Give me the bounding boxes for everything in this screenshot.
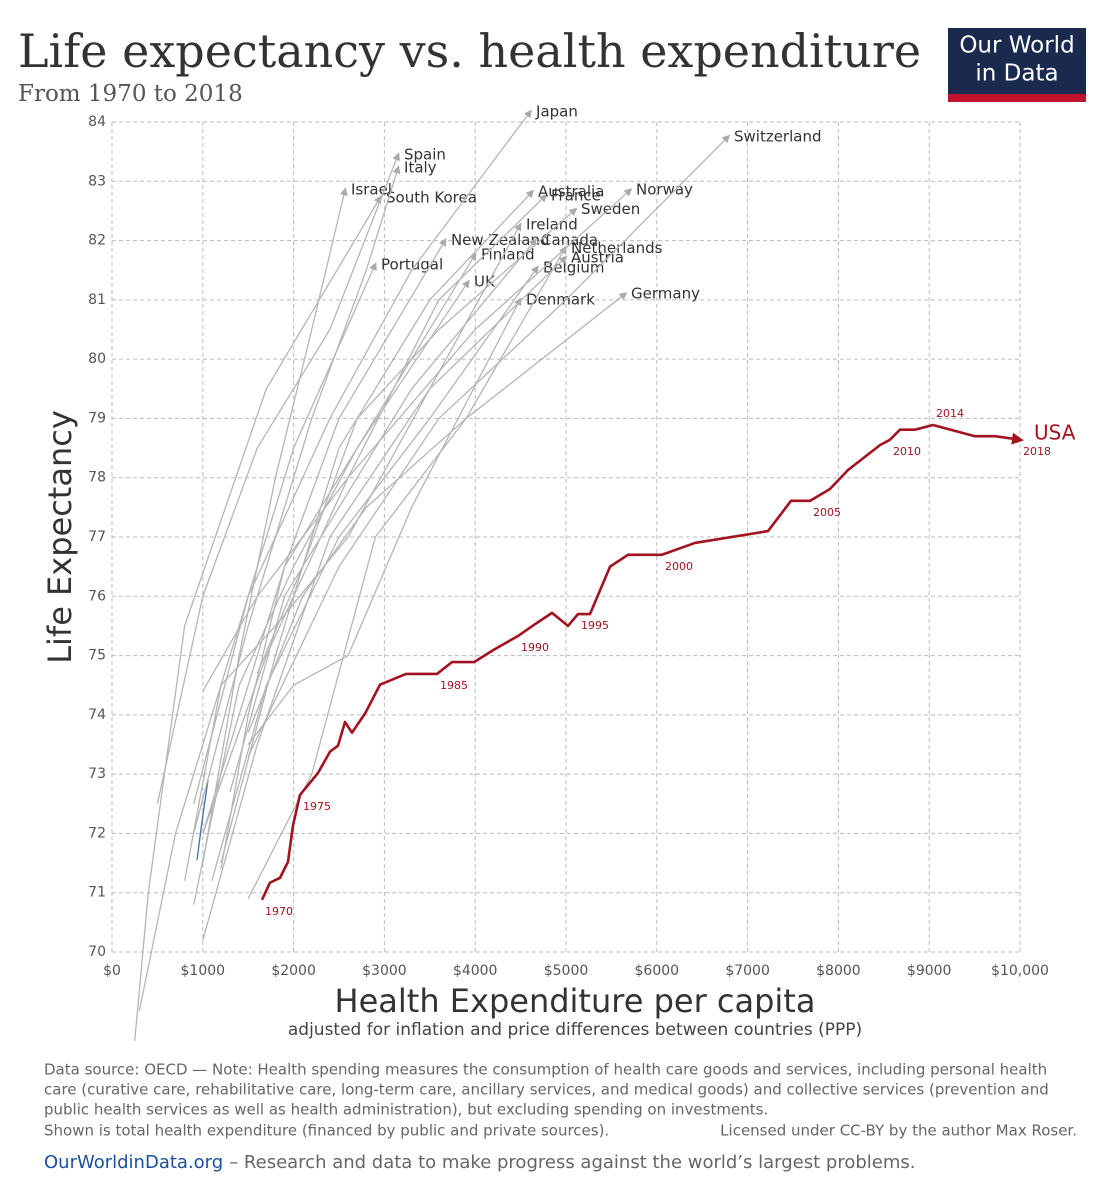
y-tick-label: 72 bbox=[88, 825, 106, 841]
year-label: 2014 bbox=[936, 407, 964, 420]
country-label: Australia bbox=[538, 182, 604, 200]
country-line bbox=[247, 134, 731, 757]
y-axis-label: Life Expectancy bbox=[41, 410, 79, 664]
country-line bbox=[202, 187, 348, 864]
plot: 70 71 72 73 74 75 76 77 78 79 80 81 82 83 84 $0 $1000 $20… bbox=[88, 102, 1076, 1041]
y-tick-label: 79 bbox=[88, 410, 106, 426]
x-tick-label: $1000 bbox=[181, 963, 226, 979]
year-label: 1990 bbox=[521, 641, 549, 654]
country-label: Canada bbox=[541, 231, 598, 249]
country-label: Japan bbox=[535, 102, 578, 120]
usa-line bbox=[260, 423, 1024, 901]
country-line bbox=[247, 297, 522, 745]
x-tick-label: $9000 bbox=[907, 963, 952, 979]
year-label: 2000 bbox=[665, 560, 693, 573]
x-tick-label: $2000 bbox=[271, 963, 316, 979]
year-label: 2010 bbox=[893, 445, 921, 458]
country-line bbox=[247, 245, 567, 733]
note: Data source: OECD — Note: Health spendin… bbox=[44, 1061, 1047, 1079]
country-line bbox=[193, 109, 532, 804]
country-label: Austria bbox=[571, 248, 624, 266]
year-label: 1975 bbox=[303, 800, 331, 813]
country-line bbox=[202, 279, 470, 834]
x-tick-label: $8000 bbox=[816, 963, 861, 979]
logo-bar bbox=[948, 94, 1086, 102]
y-tick-label: 76 bbox=[88, 588, 106, 604]
y-tick-label: 84 bbox=[88, 114, 106, 130]
country-label: France bbox=[551, 187, 601, 205]
country-line bbox=[156, 152, 400, 804]
y-tick-label: 80 bbox=[88, 351, 106, 367]
note: public health services as well as health… bbox=[44, 1101, 768, 1119]
x-axis-sublabel: adjusted for inflation and price differe… bbox=[288, 1020, 862, 1040]
x-tick-label: $6000 bbox=[635, 963, 680, 979]
country-label: South Korea bbox=[386, 188, 477, 206]
country-line bbox=[193, 165, 401, 834]
country-line bbox=[247, 292, 628, 899]
footer: OurWorldinData.org – Research and data to… bbox=[44, 1152, 915, 1173]
country-line bbox=[220, 237, 447, 870]
logo: Our World in Data bbox=[948, 28, 1086, 102]
x-tick-label: $5000 bbox=[544, 963, 589, 979]
x-tick-label: $4000 bbox=[453, 963, 498, 979]
country-line bbox=[196, 779, 209, 861]
y-tick-label: 75 bbox=[88, 648, 106, 664]
country-label: Sweden bbox=[581, 200, 640, 218]
year-label: 1985 bbox=[440, 679, 468, 692]
country-label: Netherlands bbox=[571, 239, 663, 257]
x-tick-label: $3000 bbox=[362, 963, 407, 979]
country-label: Ireland bbox=[526, 216, 578, 234]
country-label: Denmark bbox=[526, 290, 595, 308]
country-label: UK bbox=[474, 273, 496, 291]
x-tick-label: $10,000 bbox=[991, 963, 1049, 979]
country-label: Finland bbox=[481, 245, 535, 263]
note: Shown is total health expenditure (finan… bbox=[44, 1122, 609, 1140]
usa-label: USA bbox=[1034, 420, 1076, 444]
country-line bbox=[134, 195, 382, 1041]
country-line bbox=[202, 255, 568, 941]
country-line bbox=[229, 238, 537, 793]
x-axis-label: Health Expenditure per capita bbox=[335, 982, 816, 1020]
country-label: Spain bbox=[404, 146, 446, 164]
year-label: 1970 bbox=[265, 905, 293, 918]
y-tick-label: 82 bbox=[88, 233, 106, 249]
license: Licensed under CC-BY by the author Max R… bbox=[720, 1122, 1077, 1140]
logo-text: Our World bbox=[959, 33, 1074, 59]
country-label: Israel bbox=[351, 181, 392, 199]
x-tick-label: $0 bbox=[103, 963, 121, 979]
x-tick-label: $7000 bbox=[725, 963, 770, 979]
y-tick-label: 71 bbox=[88, 885, 106, 901]
y-tick-label: 83 bbox=[88, 173, 106, 189]
chart-subtitle: From 1970 to 2018 bbox=[18, 81, 243, 107]
y-tick-label: 81 bbox=[88, 292, 106, 308]
country-label: Switzerland bbox=[734, 127, 822, 145]
country-line bbox=[211, 265, 539, 882]
note: care (curative care, rehabilitative care… bbox=[44, 1081, 1049, 1099]
y-tick-label: 78 bbox=[88, 470, 106, 486]
country-line bbox=[184, 222, 522, 881]
logo-box bbox=[948, 28, 1086, 102]
y-tick-label: 70 bbox=[88, 944, 106, 960]
year-label: 2018 bbox=[1023, 445, 1051, 458]
country-label: Norway bbox=[636, 181, 693, 199]
logo-text: in Data bbox=[975, 61, 1058, 87]
year-label: 1995 bbox=[581, 619, 609, 632]
chart-title: Life expectancy vs. health expenditure bbox=[18, 24, 921, 78]
y-tick-label: 77 bbox=[88, 529, 106, 545]
year-label: 2005 bbox=[813, 506, 841, 519]
country-line bbox=[220, 189, 535, 864]
footer-link[interactable]: OurWorldinData.org bbox=[44, 1152, 223, 1173]
country-label: Italy bbox=[404, 159, 437, 177]
country-label: Germany bbox=[631, 284, 700, 302]
country-line bbox=[202, 194, 548, 834]
y-tick-label: 73 bbox=[88, 766, 106, 782]
country-line bbox=[138, 262, 377, 1012]
y-tick-label: 74 bbox=[88, 707, 106, 723]
footer-text: – Research and data to make progress aga… bbox=[229, 1152, 915, 1173]
country-label: Belgium bbox=[543, 258, 605, 276]
